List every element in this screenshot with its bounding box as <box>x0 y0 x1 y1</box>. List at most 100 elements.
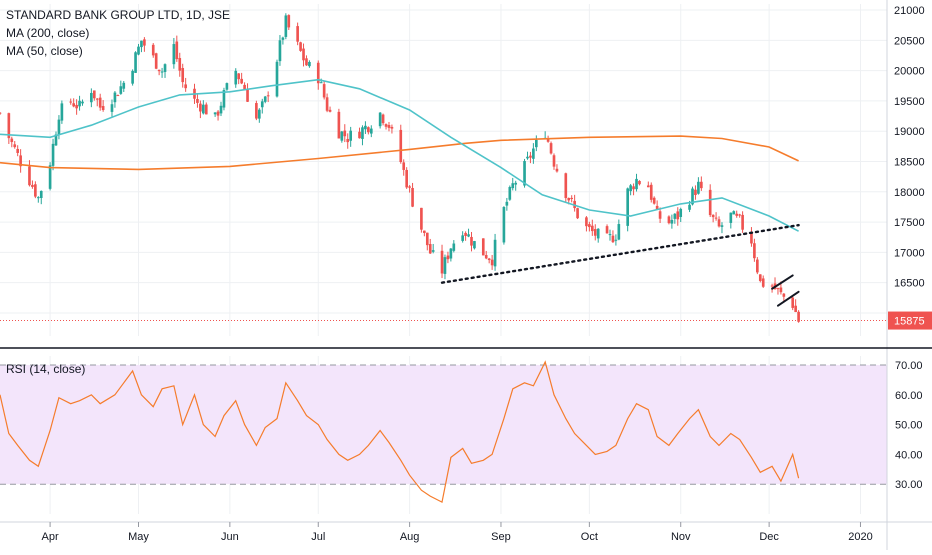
support-trendline <box>440 223 800 284</box>
candle-up <box>36 197 40 199</box>
candle-down <box>408 186 411 188</box>
candle-up <box>39 190 43 199</box>
price-tick-label: 18500 <box>894 157 925 169</box>
candle-up <box>113 92 117 103</box>
candle-down <box>791 297 795 308</box>
candle-down <box>255 103 258 119</box>
candle-down <box>770 285 774 287</box>
candle-up <box>364 125 367 130</box>
candle-down <box>157 69 161 72</box>
candle-down <box>423 230 426 233</box>
candle-up <box>119 86 123 94</box>
candle-down <box>776 288 780 290</box>
rsi-line <box>0 360 800 503</box>
price-legend: STANDARD BANK GROUP LTD, 1D, JSE MA (200… <box>6 6 230 60</box>
candle-up <box>340 131 344 141</box>
candle-down <box>10 138 14 143</box>
time-tick-label: Oct <box>581 531 598 543</box>
candle-up <box>523 161 526 186</box>
candle-up <box>308 61 311 67</box>
candle-down <box>101 106 105 111</box>
rsi-tick-label: 40.00 <box>895 449 923 461</box>
candle-down <box>287 15 291 28</box>
candle-down <box>655 205 659 210</box>
candle-up <box>51 143 55 166</box>
candle-down <box>797 311 800 322</box>
rsi-band <box>0 364 887 485</box>
price-tick-label: 21000 <box>894 5 925 17</box>
ma200-line <box>0 135 799 171</box>
candle-up <box>502 207 506 243</box>
candle-up <box>54 134 58 146</box>
candle-down <box>738 214 741 216</box>
candle-up <box>514 182 518 185</box>
candle-up <box>670 219 674 224</box>
candle-up <box>78 100 81 107</box>
candle-down <box>16 148 20 153</box>
candle-up <box>140 40 143 48</box>
candle-down <box>411 187 414 207</box>
candle-down <box>708 189 712 216</box>
candle-down <box>464 232 467 236</box>
candle-down <box>794 305 797 313</box>
candle-up <box>202 104 205 114</box>
candle-down <box>31 184 34 187</box>
candle-up <box>131 70 134 84</box>
candle-up <box>172 44 176 65</box>
candle-down <box>346 138 350 143</box>
candle-down <box>753 243 756 259</box>
candle-down <box>367 127 370 133</box>
time-tick-label: Dec <box>759 531 779 543</box>
candle-down <box>204 104 208 115</box>
candle-up <box>449 248 453 259</box>
rsi-tick-label: 70.00 <box>895 360 923 372</box>
candle-up <box>134 52 137 73</box>
price-tick-label: 19000 <box>894 126 925 138</box>
price-tick-label: 17000 <box>894 247 925 259</box>
candle-up <box>493 239 497 267</box>
rsi-legend-label: RSI (14, close) <box>6 362 86 376</box>
candle-up <box>697 181 700 194</box>
price-tick-label: 20500 <box>894 35 925 47</box>
candle-up <box>60 103 64 121</box>
candle-up <box>443 257 447 274</box>
candle-down <box>184 84 187 89</box>
candle-down <box>646 185 650 188</box>
candle-down <box>387 125 391 128</box>
candle-up <box>467 234 470 237</box>
candle-down <box>694 189 697 196</box>
candle-up <box>284 15 288 37</box>
channel-trendline <box>776 290 800 307</box>
candle-down <box>552 155 556 167</box>
candle-up <box>635 178 638 190</box>
candle-up <box>234 70 238 85</box>
candle-down <box>19 155 22 167</box>
candle-up <box>369 128 373 134</box>
candle-down <box>302 48 305 61</box>
candle-up <box>278 40 282 62</box>
candle-down <box>779 287 783 293</box>
candle-down <box>34 184 37 197</box>
chart-title: STANDARD BANK GROUP LTD, 1D, JSE <box>6 8 231 22</box>
candle-down <box>555 168 559 172</box>
candle-down <box>529 155 532 158</box>
candle-down <box>325 97 329 111</box>
candle-down <box>75 104 78 109</box>
candle-down <box>428 244 432 254</box>
time-tick-label: Aug <box>400 531 420 543</box>
candle-down <box>567 197 571 201</box>
price-tick-label: 18000 <box>894 187 925 199</box>
candle-down <box>237 73 241 80</box>
candle-up <box>511 183 515 189</box>
candle-up <box>260 101 264 108</box>
candle-down <box>7 113 11 139</box>
candle-up <box>673 213 677 219</box>
ma50-legend-label: MA (50, close) <box>6 44 83 58</box>
candle-up <box>452 243 456 251</box>
candle-down <box>549 143 553 154</box>
candle-up <box>160 71 164 73</box>
candle-down <box>243 84 246 91</box>
candle-up <box>461 235 464 241</box>
